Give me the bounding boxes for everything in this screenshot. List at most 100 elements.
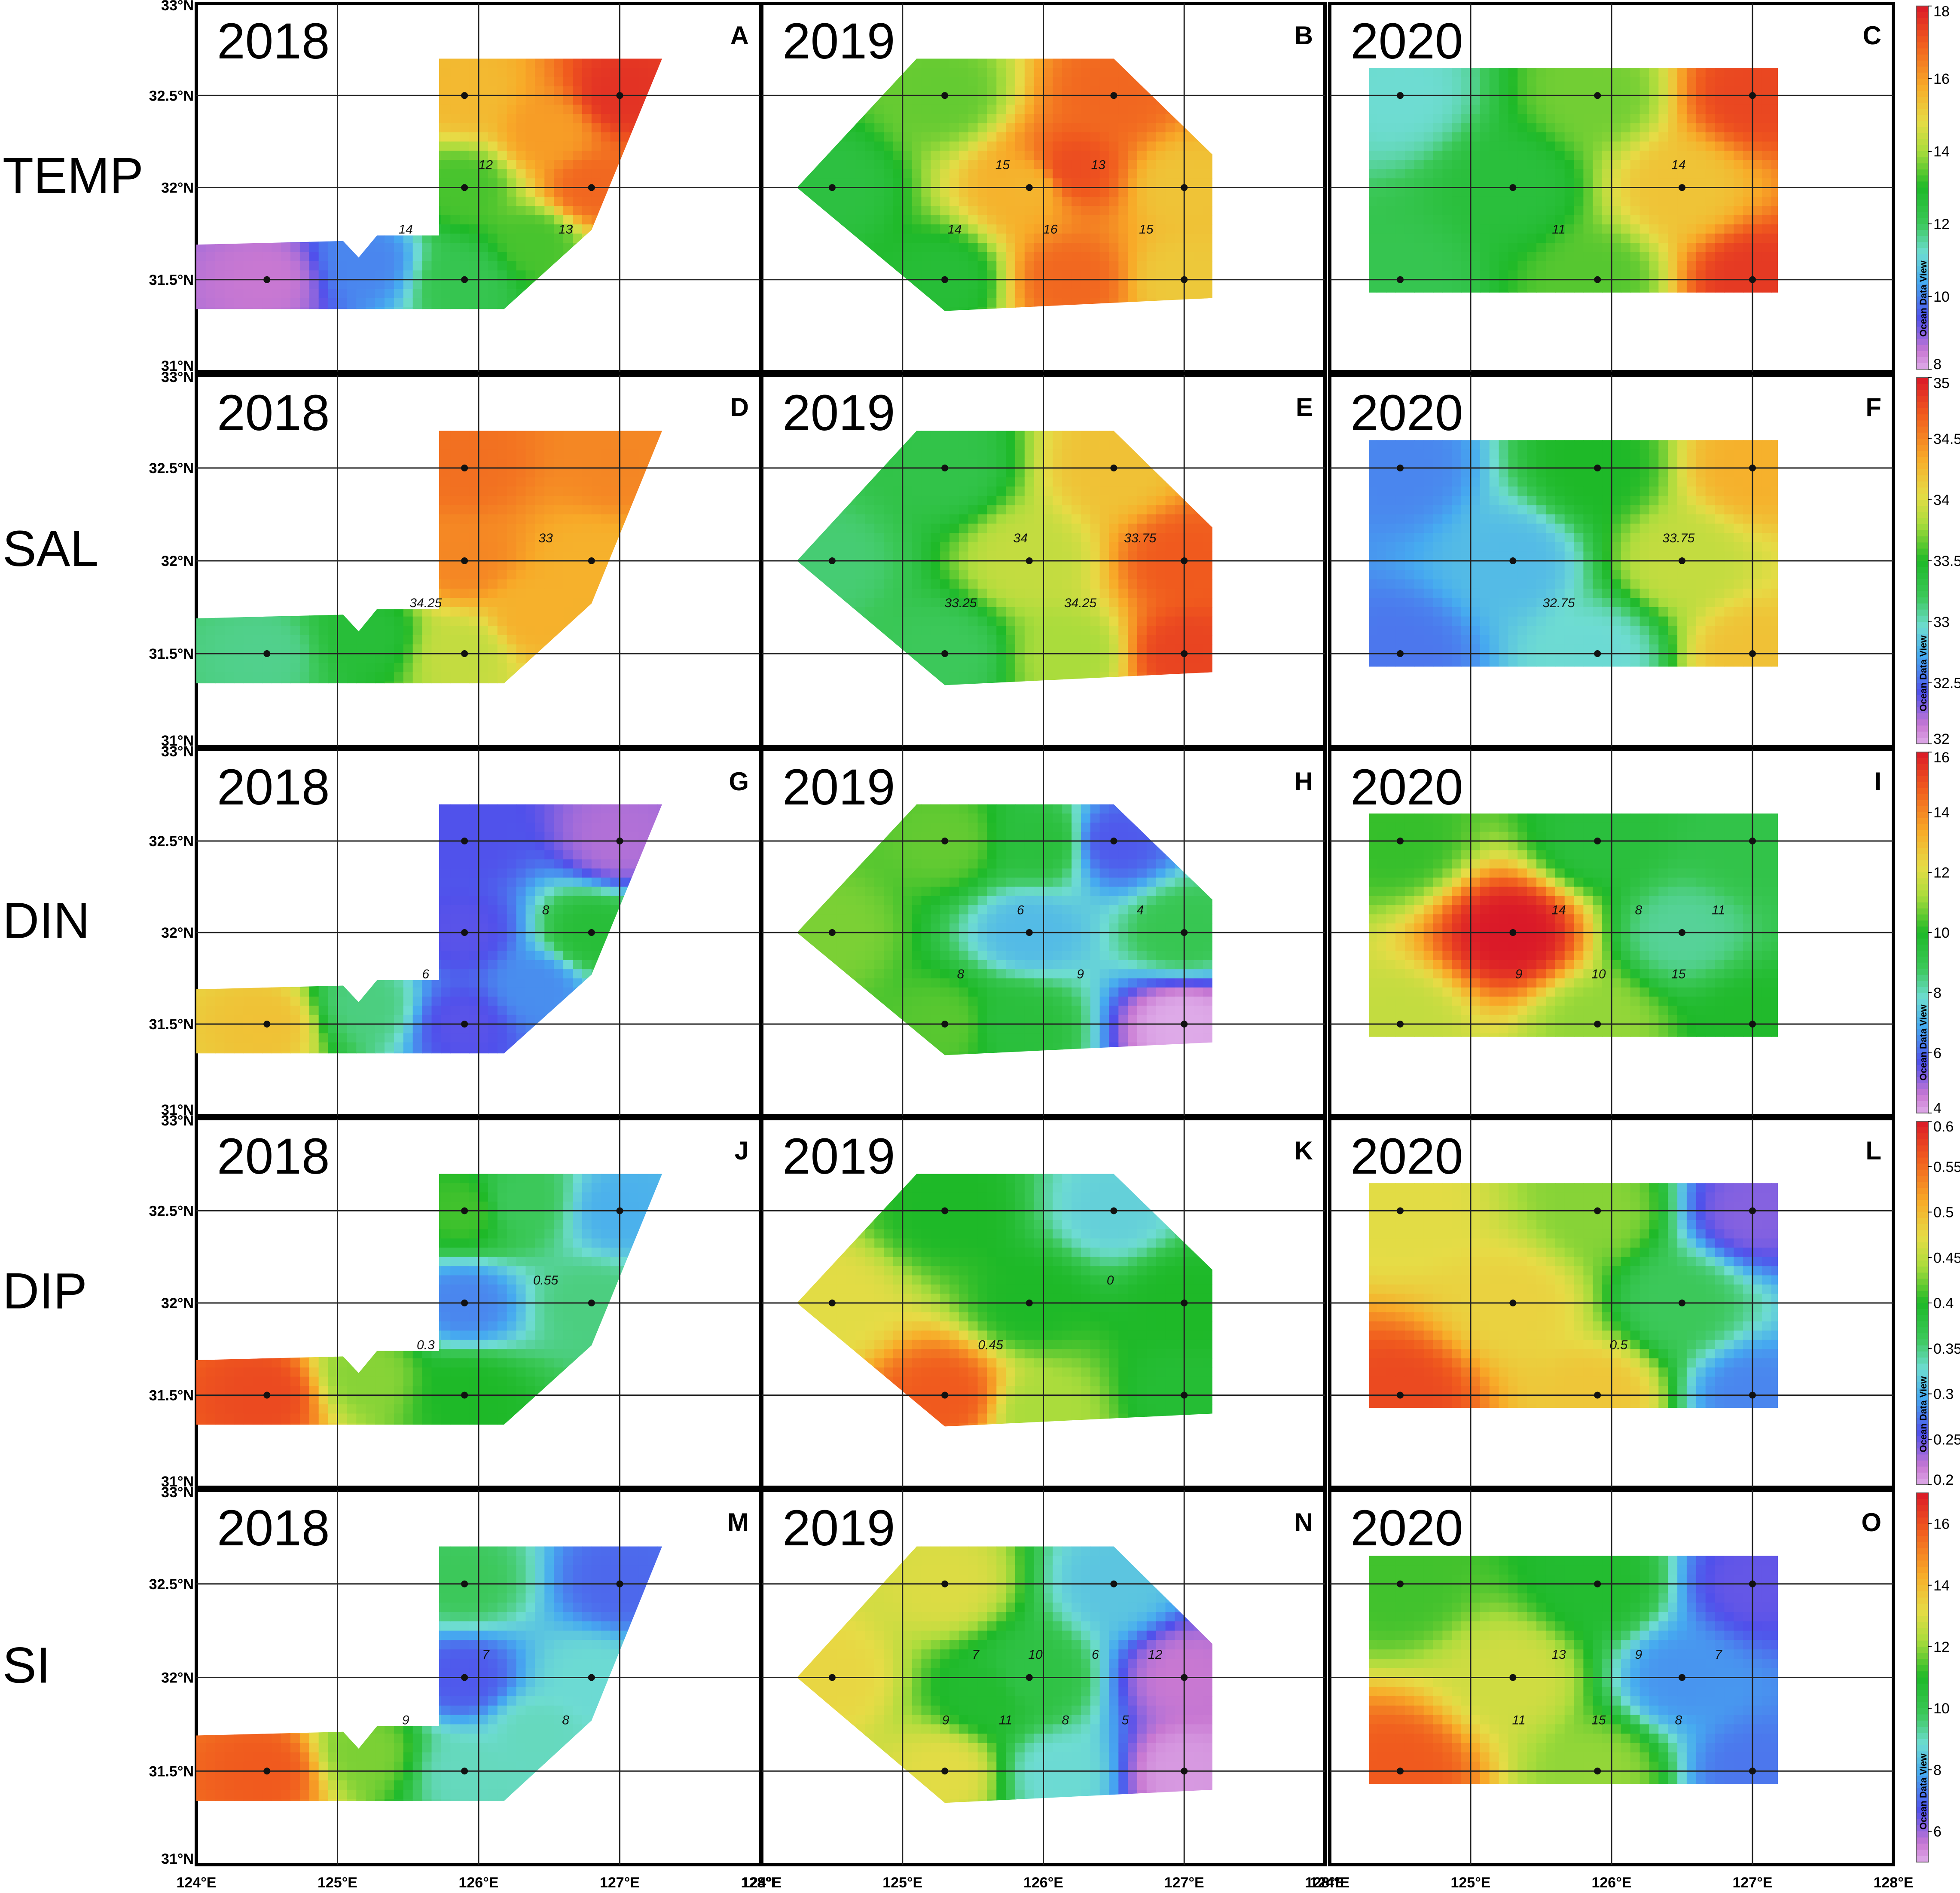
station-marker — [461, 184, 468, 191]
contour-label: 14 — [399, 223, 413, 237]
y-tick-label: 32.5°N — [149, 88, 194, 104]
station-marker — [1026, 184, 1033, 191]
station-marker — [1594, 276, 1601, 283]
panel-letter: D — [730, 393, 749, 422]
y-tick-label: 31°N — [161, 733, 194, 749]
contour-label: 9 — [942, 1713, 949, 1727]
y-tick-label: 32°N — [161, 180, 194, 196]
station-marker — [941, 465, 949, 471]
contour-label: 15 — [1139, 223, 1154, 237]
station-marker — [941, 1021, 949, 1028]
contour-label: 34.25 — [1064, 596, 1096, 610]
station-marker — [1594, 650, 1601, 657]
station-marker — [1509, 184, 1517, 191]
station-marker — [588, 557, 595, 564]
station-marker — [828, 1300, 836, 1306]
y-tick-label: 31.5°N — [149, 272, 194, 288]
panel-year: 2019 — [782, 385, 895, 441]
station-marker — [588, 184, 595, 191]
station-marker — [1110, 1207, 1117, 1214]
station-marker — [1594, 1580, 1601, 1587]
station-marker — [1397, 1768, 1404, 1775]
station-marker — [461, 838, 468, 844]
y-tick-label: 31.5°N — [149, 1388, 194, 1404]
colorbar-din: 4 6 8 10 12 14 16 Ocean Data View — [1916, 749, 1950, 1116]
x-tick-label: 128°E — [1305, 1875, 1345, 1891]
station-marker — [1397, 1207, 1404, 1214]
station-marker — [588, 1674, 595, 1681]
x-tick-label: 128°E — [1873, 1875, 1913, 1891]
colorbar-tick-label: 14 — [1933, 1578, 1950, 1594]
station-marker — [1749, 465, 1756, 471]
y-tick-label: 31.5°N — [149, 646, 194, 662]
y-tick-label: 33°N — [161, 0, 194, 14]
station-marker — [616, 92, 623, 99]
panel-j: 0.3 0.55 2018 J — [195, 1117, 763, 1489]
station-marker — [1397, 838, 1404, 844]
station-marker — [1509, 557, 1517, 564]
row-label-temp: TEMP — [3, 147, 143, 204]
row-label-sal: SAL — [3, 520, 98, 577]
colorbar-tick-label: 8 — [1933, 985, 1942, 1001]
contour-label: 8 — [542, 903, 550, 917]
panel-o: 11 13 15 9 8 7 2020 O — [1328, 1489, 1895, 1866]
grid-lines — [1330, 375, 1893, 746]
colorbar-tick-label: 8 — [1933, 1762, 1942, 1778]
station-marker — [1181, 1300, 1188, 1306]
panel-year: 2020 — [1350, 13, 1463, 70]
contour-label: 12 — [479, 158, 493, 172]
colorbar-tick-label: 34.5 — [1933, 431, 1960, 447]
colorbar-tick-label: 0.55 — [1933, 1159, 1960, 1175]
panel-letter: A — [730, 21, 749, 50]
colorbar-caption: Ocean Data View — [1918, 1753, 1929, 1830]
colorbar-tick-label: 0.4 — [1933, 1295, 1954, 1312]
y-tick-label: 32°N — [161, 1295, 194, 1312]
contour-label: 32.75 — [1542, 596, 1575, 610]
contour-label: 9 — [1635, 1648, 1642, 1662]
station-marker — [1397, 1021, 1404, 1028]
station-marker — [263, 1021, 271, 1028]
colorbar-tick-label: 0.25 — [1933, 1431, 1960, 1448]
contour-label: 7 — [1715, 1648, 1722, 1662]
contour-label: 13 — [1551, 1648, 1566, 1662]
station-marker — [461, 1674, 468, 1681]
station-marker — [941, 1768, 949, 1775]
panel-year: 2020 — [1350, 1128, 1463, 1185]
station-marker — [828, 929, 836, 936]
station-marker — [263, 650, 271, 657]
x-tick-label: 127°E — [1732, 1875, 1772, 1891]
x-tick-label: 126°E — [458, 1875, 498, 1891]
station-marker — [616, 838, 623, 844]
colorbar-tick-label: 12 — [1933, 865, 1950, 881]
color-field — [1369, 1183, 1778, 1408]
station-marker — [1679, 1300, 1685, 1306]
station-marker — [1749, 1768, 1756, 1775]
panel-l: 0.5 2020 L — [1328, 1117, 1895, 1489]
contour-label: 10 — [1591, 967, 1606, 982]
grid-lines — [1330, 3, 1893, 372]
station-marker — [1679, 184, 1685, 191]
contour-label: 6 — [422, 967, 429, 982]
contour-label: 0.55 — [533, 1273, 559, 1287]
panel-letter: F — [1865, 393, 1881, 422]
station-marker — [1679, 929, 1685, 936]
panel-b: 14 15 16 13 15 2019 B — [760, 2, 1327, 373]
contour-label: 15 — [1671, 967, 1686, 982]
y-tick-label: 32°N — [161, 1670, 194, 1686]
colorbar-tick-label: 18 — [1933, 3, 1950, 20]
panel-letter: C — [1863, 21, 1881, 50]
contour-label: 9 — [1515, 967, 1523, 982]
grid-lines — [196, 1490, 761, 1865]
panel-year: 2019 — [782, 759, 895, 816]
panel-year: 2019 — [782, 1128, 895, 1185]
grid-lines — [762, 1119, 1325, 1487]
station-marker — [1509, 1300, 1517, 1306]
colorbar-si: 6 8 10 12 14 16 Ocean Data View — [1916, 1492, 1950, 1862]
color-field — [1369, 813, 1778, 1037]
y-tick-label: 32.5°N — [149, 1203, 194, 1220]
y-tick-label: 31.5°N — [149, 1763, 194, 1780]
color-field — [1369, 68, 1778, 293]
colorbar-tick-label: 0.35 — [1933, 1341, 1960, 1357]
colorbar-dip: 0.2 0.25 0.3 0.35 0.4 0.45 0.5 0.55 0.6 Ocean Dat… — [1916, 1119, 1960, 1488]
colorbar-tick-label: 33 — [1933, 614, 1950, 630]
